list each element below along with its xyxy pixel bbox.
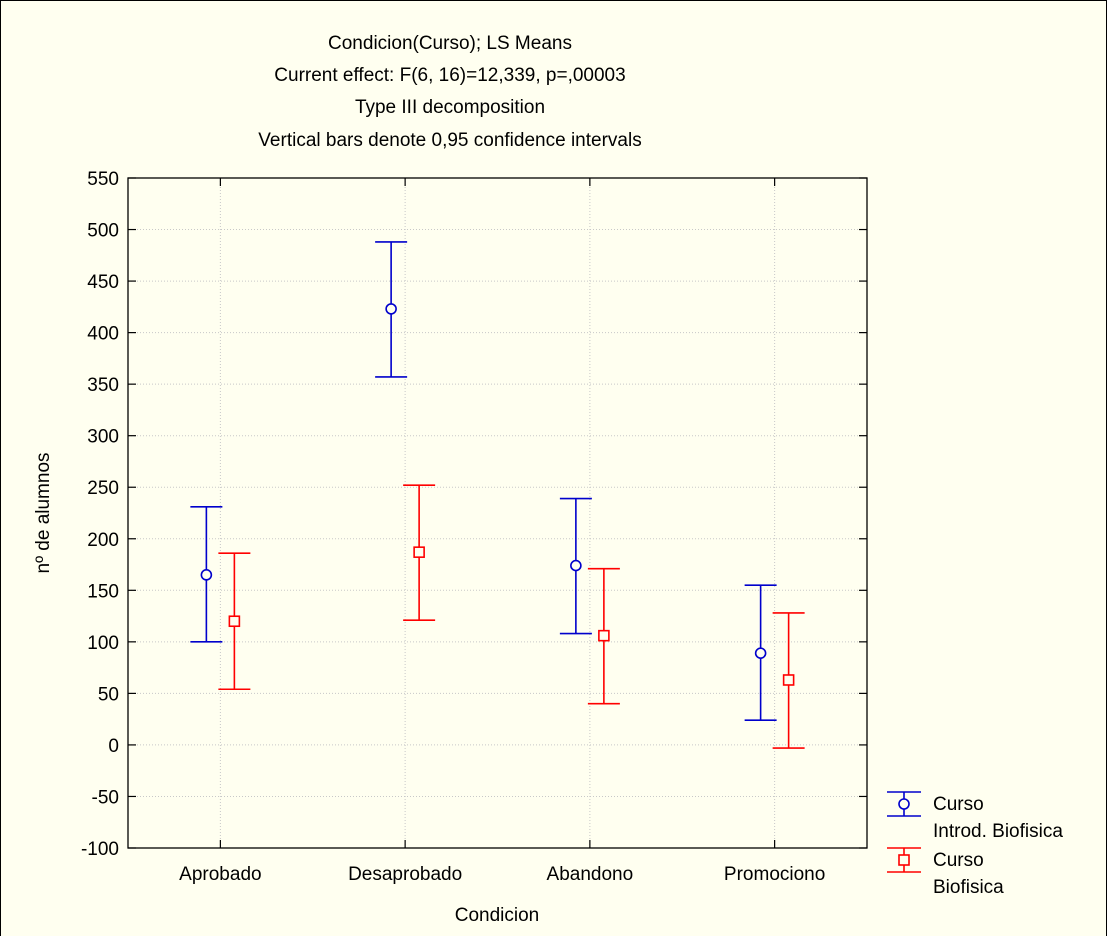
y-tick-label: 150 <box>87 581 119 602</box>
y-tick-label: 50 <box>98 684 119 705</box>
y-axis-title: nº de alumnos <box>33 452 54 573</box>
y-tick-label: 500 <box>87 221 119 242</box>
legend-marker <box>898 854 910 866</box>
y-tick-label: 350 <box>87 375 119 396</box>
series-1 <box>218 484 805 749</box>
y-tick-label: 550 <box>87 169 119 190</box>
x-tick-label: Promociono <box>724 864 825 885</box>
y-tick-label: 0 <box>108 736 119 757</box>
chart-title-line-4: Vertical bars denote 0,95 confidence int… <box>258 130 641 151</box>
chart-title-line-2: Current effect: F(6, 16)=12,339, p=,0000… <box>274 65 625 86</box>
legend-label: Curso <box>933 850 984 871</box>
x-axis: Aprobado Desaprobado Abandono Promociono <box>179 178 825 885</box>
legend-label: Biofisica <box>933 877 1004 898</box>
legend-label: Curso <box>933 794 984 815</box>
y-tick-label: 250 <box>87 478 119 499</box>
series-layer <box>190 241 805 749</box>
mean-marker <box>570 559 582 572</box>
x-axis-title: Condicion <box>455 905 540 926</box>
legend-label: Introd. Biofisica <box>933 821 1063 842</box>
y-axis: -100 -50 0 50 100 150 200 250 300 350 400 450 500 550 <box>81 169 867 860</box>
legend: Curso Introd. Biofisica Curso Biofisica <box>887 791 1063 898</box>
chart-title-line-1: Condicion(Curso); LS Means <box>328 33 572 54</box>
series-0 <box>190 241 777 721</box>
x-tick-label: Aprobado <box>179 864 261 885</box>
x-tick-label: Abandono <box>547 864 634 885</box>
mean-marker <box>782 674 795 686</box>
legend-marker <box>898 798 910 810</box>
mean-marker <box>228 615 241 628</box>
mean-marker <box>598 629 610 642</box>
grid-lines <box>128 178 867 848</box>
y-tick-label: 100 <box>87 633 119 654</box>
legend-entry-1: Curso Biofisica <box>887 847 1004 898</box>
legend-entry-0: Curso Introd. Biofisica <box>887 791 1063 842</box>
y-tick-label: -100 <box>81 839 119 860</box>
plot-area <box>127 177 868 849</box>
y-tick-label: 450 <box>87 272 119 293</box>
mean-marker <box>754 647 767 659</box>
y-tick-label: -50 <box>92 787 119 808</box>
x-tick-label: Desaprobado <box>348 864 462 885</box>
mean-marker <box>413 546 425 558</box>
y-tick-label: 400 <box>87 324 119 345</box>
mean-marker <box>385 303 397 315</box>
mean-marker <box>200 569 213 581</box>
y-tick-label: 200 <box>87 530 119 551</box>
y-tick-label: 300 <box>87 427 119 448</box>
chart-title-line-3: Type III decomposition <box>355 97 545 118</box>
chart-title-block: Condicion(Curso); LS Means Current effec… <box>258 33 641 151</box>
